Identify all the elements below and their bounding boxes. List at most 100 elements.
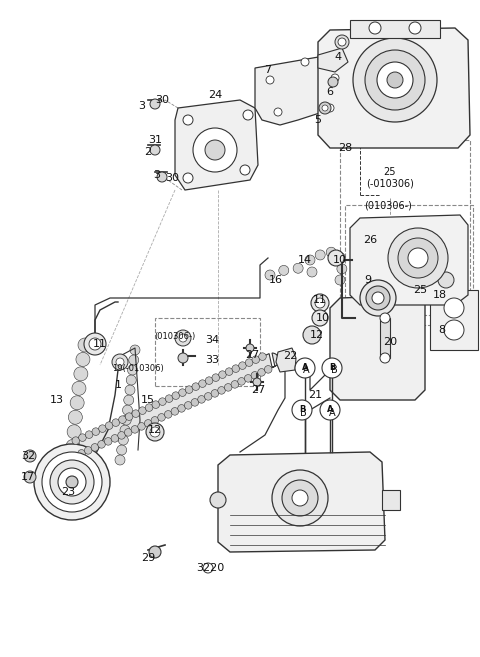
Polygon shape — [65, 353, 279, 457]
Circle shape — [172, 392, 180, 399]
Circle shape — [292, 400, 312, 420]
Text: 29: 29 — [141, 553, 155, 563]
Polygon shape — [318, 28, 470, 148]
Circle shape — [126, 375, 136, 385]
Text: 14: 14 — [298, 255, 312, 265]
Circle shape — [239, 362, 246, 369]
Text: 10: 10 — [333, 255, 347, 265]
Circle shape — [157, 172, 167, 182]
Bar — [382, 490, 400, 510]
Circle shape — [74, 367, 88, 381]
Circle shape — [79, 434, 86, 442]
Circle shape — [150, 145, 160, 155]
Circle shape — [111, 434, 119, 442]
Circle shape — [92, 428, 99, 436]
Text: 20: 20 — [383, 337, 397, 347]
Text: 4: 4 — [335, 52, 342, 62]
Circle shape — [117, 445, 127, 455]
Circle shape — [171, 407, 179, 415]
Bar — [380, 318, 390, 358]
Polygon shape — [276, 348, 296, 372]
Text: 23: 23 — [61, 487, 75, 497]
Circle shape — [328, 77, 338, 87]
Circle shape — [319, 102, 331, 114]
Circle shape — [192, 383, 200, 390]
Circle shape — [85, 431, 93, 438]
Circle shape — [146, 423, 164, 441]
Circle shape — [138, 422, 145, 430]
Circle shape — [335, 35, 349, 49]
Text: 31: 31 — [148, 135, 162, 145]
Circle shape — [65, 468, 79, 482]
Text: 5: 5 — [314, 115, 322, 125]
Text: 24: 24 — [208, 90, 222, 100]
Circle shape — [409, 22, 421, 34]
Circle shape — [282, 480, 318, 516]
Circle shape — [183, 173, 193, 183]
Text: 27: 27 — [251, 385, 265, 395]
Circle shape — [388, 228, 448, 288]
Circle shape — [184, 401, 192, 409]
Circle shape — [274, 108, 282, 116]
Circle shape — [326, 247, 336, 257]
Circle shape — [24, 450, 36, 462]
Circle shape — [124, 395, 134, 405]
Circle shape — [145, 404, 153, 411]
Circle shape — [178, 353, 188, 363]
Circle shape — [246, 344, 254, 352]
Circle shape — [58, 468, 86, 496]
Circle shape — [259, 353, 266, 361]
Circle shape — [272, 470, 328, 526]
Text: 22: 22 — [283, 351, 297, 361]
Text: 12: 12 — [148, 425, 162, 435]
Circle shape — [50, 460, 94, 504]
Circle shape — [72, 437, 80, 444]
Circle shape — [132, 410, 140, 417]
Text: 33: 33 — [205, 355, 219, 365]
Circle shape — [301, 58, 309, 66]
Text: 28: 28 — [338, 143, 352, 153]
Circle shape — [112, 419, 120, 426]
Circle shape — [67, 425, 81, 439]
Circle shape — [98, 441, 105, 448]
Circle shape — [353, 38, 437, 122]
Circle shape — [150, 427, 160, 437]
Circle shape — [34, 444, 110, 520]
Circle shape — [225, 368, 233, 375]
Circle shape — [219, 371, 226, 378]
Text: B: B — [331, 365, 337, 375]
Circle shape — [165, 411, 172, 419]
Circle shape — [150, 99, 160, 109]
Circle shape — [205, 140, 225, 160]
Circle shape — [193, 128, 237, 172]
Circle shape — [130, 345, 140, 355]
Circle shape — [322, 105, 328, 111]
Circle shape — [70, 396, 84, 410]
Text: B: B — [329, 363, 335, 373]
Circle shape — [438, 272, 454, 288]
Text: 27: 27 — [245, 350, 259, 360]
Circle shape — [307, 267, 317, 277]
Circle shape — [185, 386, 193, 394]
Circle shape — [444, 298, 464, 318]
Circle shape — [253, 378, 261, 386]
Bar — [155, 318, 260, 386]
Circle shape — [112, 354, 128, 370]
Circle shape — [139, 407, 146, 415]
Circle shape — [315, 298, 325, 308]
Text: A: A — [327, 405, 333, 415]
Circle shape — [244, 374, 252, 382]
Circle shape — [204, 393, 212, 400]
Circle shape — [128, 365, 137, 375]
Circle shape — [125, 385, 135, 395]
Circle shape — [326, 104, 334, 112]
Circle shape — [65, 454, 79, 468]
Circle shape — [365, 50, 425, 110]
Circle shape — [360, 280, 396, 316]
Circle shape — [178, 405, 185, 412]
Circle shape — [252, 356, 260, 363]
Circle shape — [183, 115, 193, 125]
Circle shape — [152, 401, 159, 409]
Bar — [340, 140, 470, 315]
Circle shape — [65, 483, 79, 497]
